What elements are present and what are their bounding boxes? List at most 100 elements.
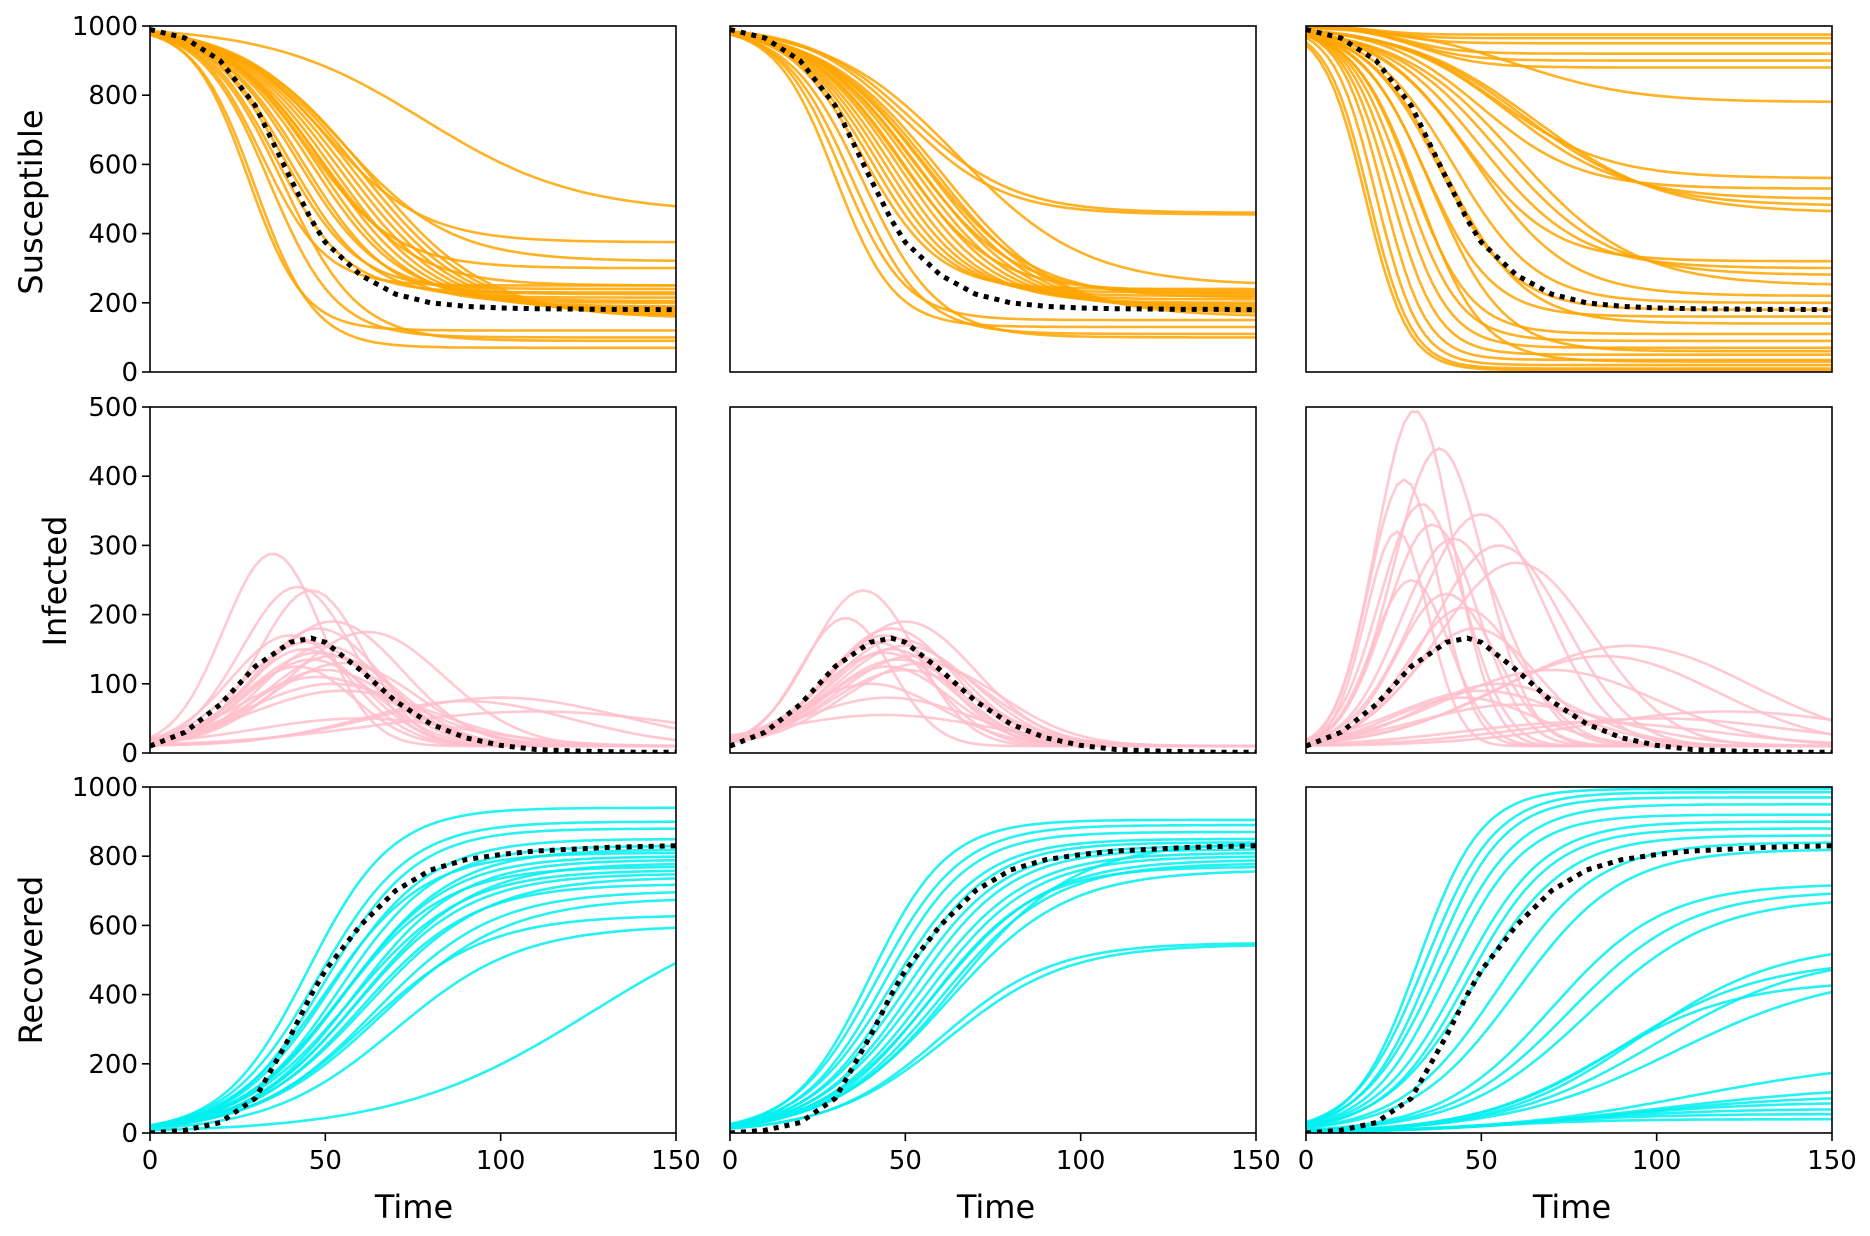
- x-tick-label: 150: [1807, 1146, 1857, 1176]
- series-line-19: [150, 29, 676, 208]
- axis-labels: Susceptible Infected Recovered Time Time…: [12, 109, 1611, 1226]
- series-line-11: [150, 32, 676, 303]
- series-line-23: [1306, 717, 1832, 747]
- series-line-20: [150, 961, 676, 1132]
- series-line-18: [1306, 984, 1832, 1133]
- reference-dotted-line: [150, 27, 676, 313]
- series-line-16: [730, 944, 1256, 1130]
- reference-dotted-line: [730, 27, 1256, 313]
- y-tick-label: 800: [88, 81, 138, 111]
- series-line-10: [1306, 848, 1832, 1130]
- series-line-28: [1306, 41, 1832, 370]
- series-line-5: [730, 32, 1256, 304]
- y-tick-label: 100: [88, 670, 138, 700]
- x-tick-label: 150: [651, 1146, 701, 1176]
- series-line-24: [1306, 33, 1832, 350]
- series-line-7: [150, 851, 676, 1127]
- panel-infected-col-2: [729, 406, 1257, 754]
- series-line-23: [150, 33, 676, 332]
- series-line-4: [730, 837, 1256, 1126]
- reference-dotted-line: [730, 843, 1256, 1133]
- series-line-16: [1306, 31, 1832, 286]
- y-tick-label: 200: [88, 1050, 138, 1080]
- series-line-31: [1306, 33, 1832, 353]
- panel-frame: [1305, 25, 1833, 373]
- y-tick-label: 200: [88, 289, 138, 319]
- x-tick-label: 100: [1056, 1146, 1106, 1176]
- series-line-13: [1306, 901, 1832, 1132]
- series-line-13: [150, 873, 676, 1128]
- y-tick-label: 0: [121, 739, 138, 769]
- series-line-22: [730, 31, 1256, 285]
- y-tick-label: 600: [88, 911, 138, 941]
- series-line-18: [1306, 32, 1832, 305]
- y-tick-label: 400: [88, 981, 138, 1011]
- y-tick-label: 1000: [72, 12, 138, 42]
- x-tick-label: 50: [309, 1146, 342, 1176]
- panel-frame: [1305, 786, 1833, 1134]
- series-group: [730, 27, 1256, 339]
- series-line-22: [1306, 33, 1832, 336]
- series-line-23: [150, 717, 676, 748]
- series-line-18: [730, 32, 1256, 322]
- series-line-23: [1306, 33, 1832, 343]
- series-line-2: [730, 823, 1256, 1126]
- y-tick-label: 0: [121, 1119, 138, 1149]
- y-tick-label: 300: [88, 531, 138, 561]
- series-line-14: [1306, 31, 1832, 270]
- series-line-18: [730, 713, 1256, 748]
- panel-frame: [149, 786, 677, 1134]
- panel-frame: [729, 406, 1257, 754]
- series-line-8: [730, 851, 1256, 1127]
- x-tick-label: 50: [1465, 1146, 1498, 1176]
- series-line-21: [1306, 32, 1832, 325]
- series-line-21: [730, 33, 1256, 339]
- series-line-20: [150, 33, 676, 339]
- panel-grid: 0200400600800100001002003004005000200400…: [72, 12, 1857, 1176]
- x-tick-label: 0: [142, 1146, 159, 1176]
- reference-dotted-line: [1306, 843, 1832, 1133]
- x-tick-label: 0: [722, 1146, 739, 1176]
- series-line-20: [1306, 696, 1832, 748]
- series-line-3: [1306, 796, 1832, 1126]
- y-axis-label-row-2: Infected: [36, 516, 74, 647]
- series-line-9: [1306, 29, 1832, 190]
- panel-recovered-col-3: 0 50 100 150: [1298, 786, 1857, 1176]
- series-line-6: [1306, 26, 1832, 69]
- series-line-7: [1306, 26, 1832, 104]
- series-line-12: [1306, 892, 1832, 1132]
- panel-susceptible-col-2: [729, 25, 1257, 373]
- x-tick-label: 50: [889, 1146, 922, 1176]
- series-line-9: [150, 31, 676, 291]
- series-line-5: [150, 32, 676, 308]
- series-line-25: [1306, 1117, 1832, 1133]
- series-line-5: [1306, 813, 1832, 1127]
- series-line-19: [730, 32, 1256, 329]
- series-line-3: [150, 32, 676, 299]
- series-line-19: [1306, 32, 1832, 311]
- series-line-4: [730, 32, 1256, 301]
- y-tick-label: 1000: [72, 773, 138, 803]
- series-group: [150, 552, 676, 753]
- series-line-15: [730, 32, 1256, 299]
- y-tick-label: 400: [88, 220, 138, 250]
- y-axis-label-row-1: Susceptible: [12, 109, 50, 294]
- panel-recovered-col-2: 0 50 100 150: [722, 786, 1281, 1176]
- series-group: [1306, 787, 1832, 1133]
- series-line-6: [1306, 820, 1832, 1127]
- series-line-4: [150, 837, 676, 1128]
- series-line-4: [1306, 803, 1832, 1125]
- x-axis-label-col-3: Time: [1532, 1188, 1611, 1226]
- y-tick-label: 600: [88, 150, 138, 180]
- series-line-7: [1306, 827, 1832, 1128]
- panel-infected-col-3: [1305, 406, 1833, 754]
- series-line-12: [730, 32, 1256, 317]
- y-tick-label: 200: [88, 601, 138, 631]
- series-line-25: [1306, 33, 1832, 356]
- series-line-18: [150, 30, 676, 244]
- series-line-6: [730, 844, 1256, 1127]
- series-line-16: [1306, 654, 1832, 745]
- series-line-3: [730, 830, 1256, 1127]
- series-line-22: [1306, 710, 1832, 747]
- series-group: [1306, 26, 1832, 372]
